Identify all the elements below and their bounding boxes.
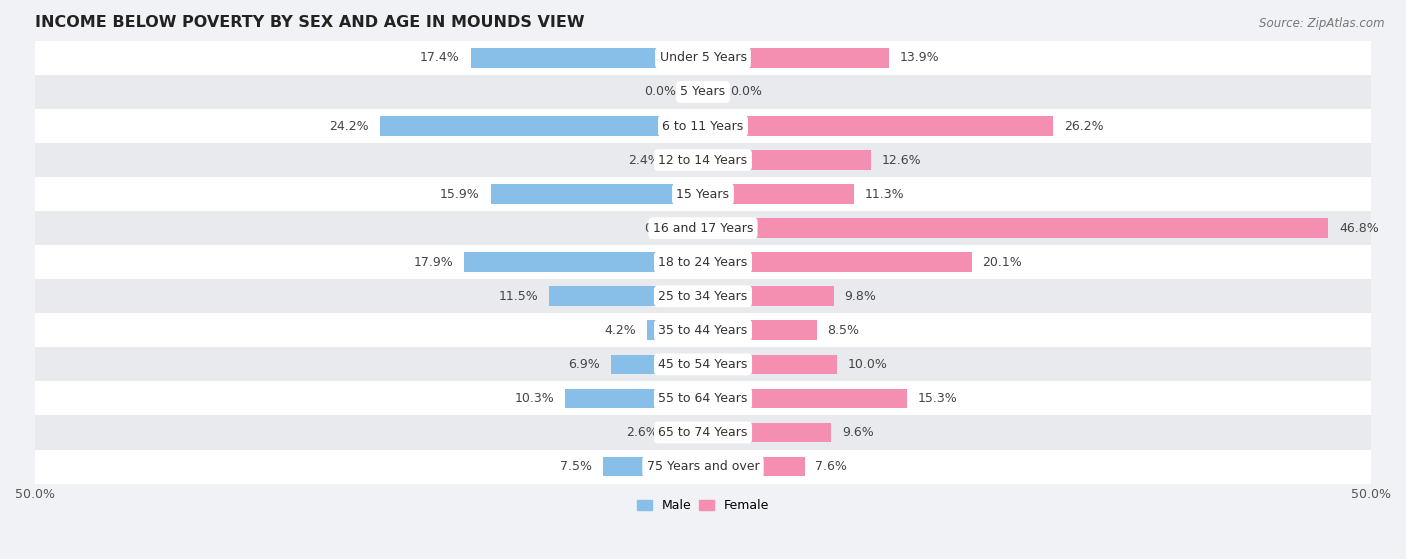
Text: 8.5%: 8.5% bbox=[827, 324, 859, 337]
Text: 55 to 64 Years: 55 to 64 Years bbox=[658, 392, 748, 405]
Text: 24.2%: 24.2% bbox=[329, 120, 368, 132]
Bar bbox=[35, 41, 1371, 75]
Text: 15.9%: 15.9% bbox=[440, 188, 479, 201]
Text: 2.4%: 2.4% bbox=[628, 154, 661, 167]
Bar bbox=[610, 354, 703, 375]
Text: 2.6%: 2.6% bbox=[626, 426, 658, 439]
Bar bbox=[703, 48, 889, 68]
Text: 12.6%: 12.6% bbox=[882, 154, 922, 167]
Bar bbox=[464, 252, 703, 272]
Text: 18 to 24 Years: 18 to 24 Years bbox=[658, 255, 748, 269]
Bar bbox=[35, 177, 1371, 211]
Bar bbox=[647, 320, 703, 340]
Bar bbox=[703, 184, 853, 204]
Text: 75 Years and over: 75 Years and over bbox=[647, 460, 759, 473]
Bar bbox=[550, 286, 703, 306]
Text: 45 to 54 Years: 45 to 54 Years bbox=[658, 358, 748, 371]
Bar bbox=[35, 245, 1371, 280]
Text: 10.3%: 10.3% bbox=[515, 392, 555, 405]
Bar bbox=[703, 219, 1329, 238]
Text: 9.6%: 9.6% bbox=[842, 426, 873, 439]
Text: 17.9%: 17.9% bbox=[413, 255, 453, 269]
Text: 0.0%: 0.0% bbox=[644, 222, 676, 235]
Text: 25 to 34 Years: 25 to 34 Years bbox=[658, 290, 748, 303]
Bar bbox=[35, 75, 1371, 109]
Text: INCOME BELOW POVERTY BY SEX AND AGE IN MOUNDS VIEW: INCOME BELOW POVERTY BY SEX AND AGE IN M… bbox=[35, 15, 585, 30]
Bar bbox=[565, 389, 703, 408]
Bar bbox=[703, 252, 972, 272]
Bar bbox=[703, 389, 907, 408]
Text: 11.5%: 11.5% bbox=[499, 290, 538, 303]
Text: 7.6%: 7.6% bbox=[815, 460, 846, 473]
Bar bbox=[703, 286, 834, 306]
Text: 11.3%: 11.3% bbox=[865, 188, 904, 201]
Bar bbox=[35, 211, 1371, 245]
Text: 6.9%: 6.9% bbox=[568, 358, 600, 371]
Text: 12 to 14 Years: 12 to 14 Years bbox=[658, 154, 748, 167]
Text: 0.0%: 0.0% bbox=[644, 86, 676, 98]
Text: 15.3%: 15.3% bbox=[918, 392, 957, 405]
Text: 5 Years: 5 Years bbox=[681, 86, 725, 98]
Text: 17.4%: 17.4% bbox=[420, 51, 460, 64]
Bar bbox=[35, 415, 1371, 449]
Text: 65 to 74 Years: 65 to 74 Years bbox=[658, 426, 748, 439]
Bar bbox=[35, 109, 1371, 143]
Text: 10.0%: 10.0% bbox=[848, 358, 887, 371]
Text: 46.8%: 46.8% bbox=[1339, 222, 1379, 235]
Bar bbox=[699, 219, 703, 238]
Text: 0.0%: 0.0% bbox=[730, 86, 762, 98]
Bar bbox=[35, 280, 1371, 313]
Bar bbox=[703, 82, 707, 102]
Bar bbox=[703, 457, 804, 476]
Bar bbox=[35, 347, 1371, 381]
Text: Under 5 Years: Under 5 Years bbox=[659, 51, 747, 64]
Bar bbox=[703, 354, 837, 375]
Bar bbox=[35, 381, 1371, 415]
Text: 9.8%: 9.8% bbox=[845, 290, 876, 303]
Bar bbox=[35, 449, 1371, 484]
Bar bbox=[703, 423, 831, 442]
Text: 15 Years: 15 Years bbox=[676, 188, 730, 201]
Bar bbox=[35, 313, 1371, 347]
Text: 4.2%: 4.2% bbox=[605, 324, 636, 337]
Text: 16 and 17 Years: 16 and 17 Years bbox=[652, 222, 754, 235]
Text: 20.1%: 20.1% bbox=[983, 255, 1022, 269]
Text: 35 to 44 Years: 35 to 44 Years bbox=[658, 324, 748, 337]
Text: 6 to 11 Years: 6 to 11 Years bbox=[662, 120, 744, 132]
Text: 13.9%: 13.9% bbox=[900, 51, 939, 64]
Bar bbox=[703, 150, 872, 170]
Bar bbox=[703, 320, 817, 340]
Bar bbox=[703, 116, 1053, 136]
Bar bbox=[671, 150, 703, 170]
Text: Source: ZipAtlas.com: Source: ZipAtlas.com bbox=[1260, 17, 1385, 30]
Legend: Male, Female: Male, Female bbox=[631, 494, 775, 517]
Bar bbox=[668, 423, 703, 442]
Bar bbox=[603, 457, 703, 476]
Bar bbox=[699, 82, 703, 102]
Text: 26.2%: 26.2% bbox=[1064, 120, 1104, 132]
Bar bbox=[471, 48, 703, 68]
Text: 7.5%: 7.5% bbox=[560, 460, 592, 473]
Bar bbox=[35, 143, 1371, 177]
Bar bbox=[380, 116, 703, 136]
Bar bbox=[491, 184, 703, 204]
